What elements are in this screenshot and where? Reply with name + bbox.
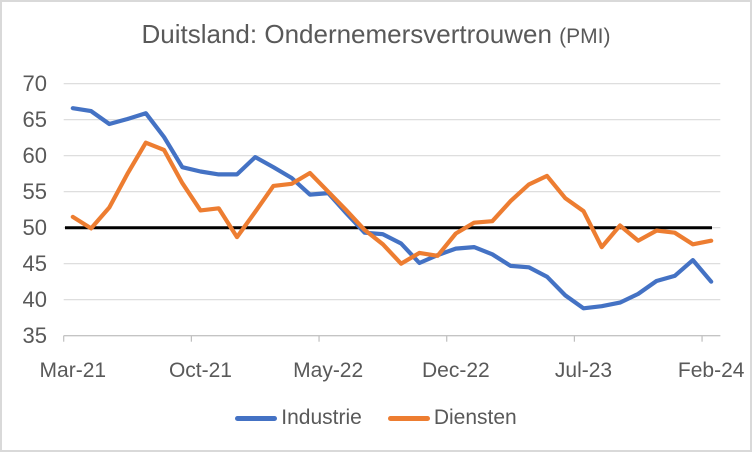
series-line-industrie [70,106,714,311]
y-tick-label: 70 [23,71,47,96]
chart-title-suffix: (PMI) [559,25,611,48]
legend-item-industrie: Industrie [235,406,362,430]
legend-label-industrie: Industrie [281,406,362,429]
y-tick-label: 55 [23,179,47,204]
industrie-line-swatch [235,415,278,421]
diensten-line-swatch [387,415,430,421]
x-tick-label: May-22 [293,359,363,382]
legend: Industrie Diensten [2,406,750,430]
x-tick-label: Feb-24 [678,359,745,382]
legend-item-diensten: Diensten [387,406,517,430]
legend-label-diensten: Diensten [433,406,517,429]
y-tick-label: 45 [23,251,47,276]
x-tick-label: Mar-21 [40,359,107,382]
x-tick-label: Dec-22 [422,359,490,382]
y-tick-label: 60 [23,143,47,168]
chart-title-main: Duitsland: Ondernemersvertrouwen [141,19,552,49]
x-tick-label: Jul-23 [555,359,612,382]
y-tick-label: 50 [23,215,47,240]
y-tick-label: 40 [23,287,47,312]
y-tick-label: 35 [23,323,47,348]
y-tick-label: 65 [23,107,47,132]
x-tick-label: Oct-21 [169,359,232,382]
series-line-diensten [70,140,714,266]
chart-title: Duitsland: Ondernemersvertrouwen (PMI) [2,18,750,53]
